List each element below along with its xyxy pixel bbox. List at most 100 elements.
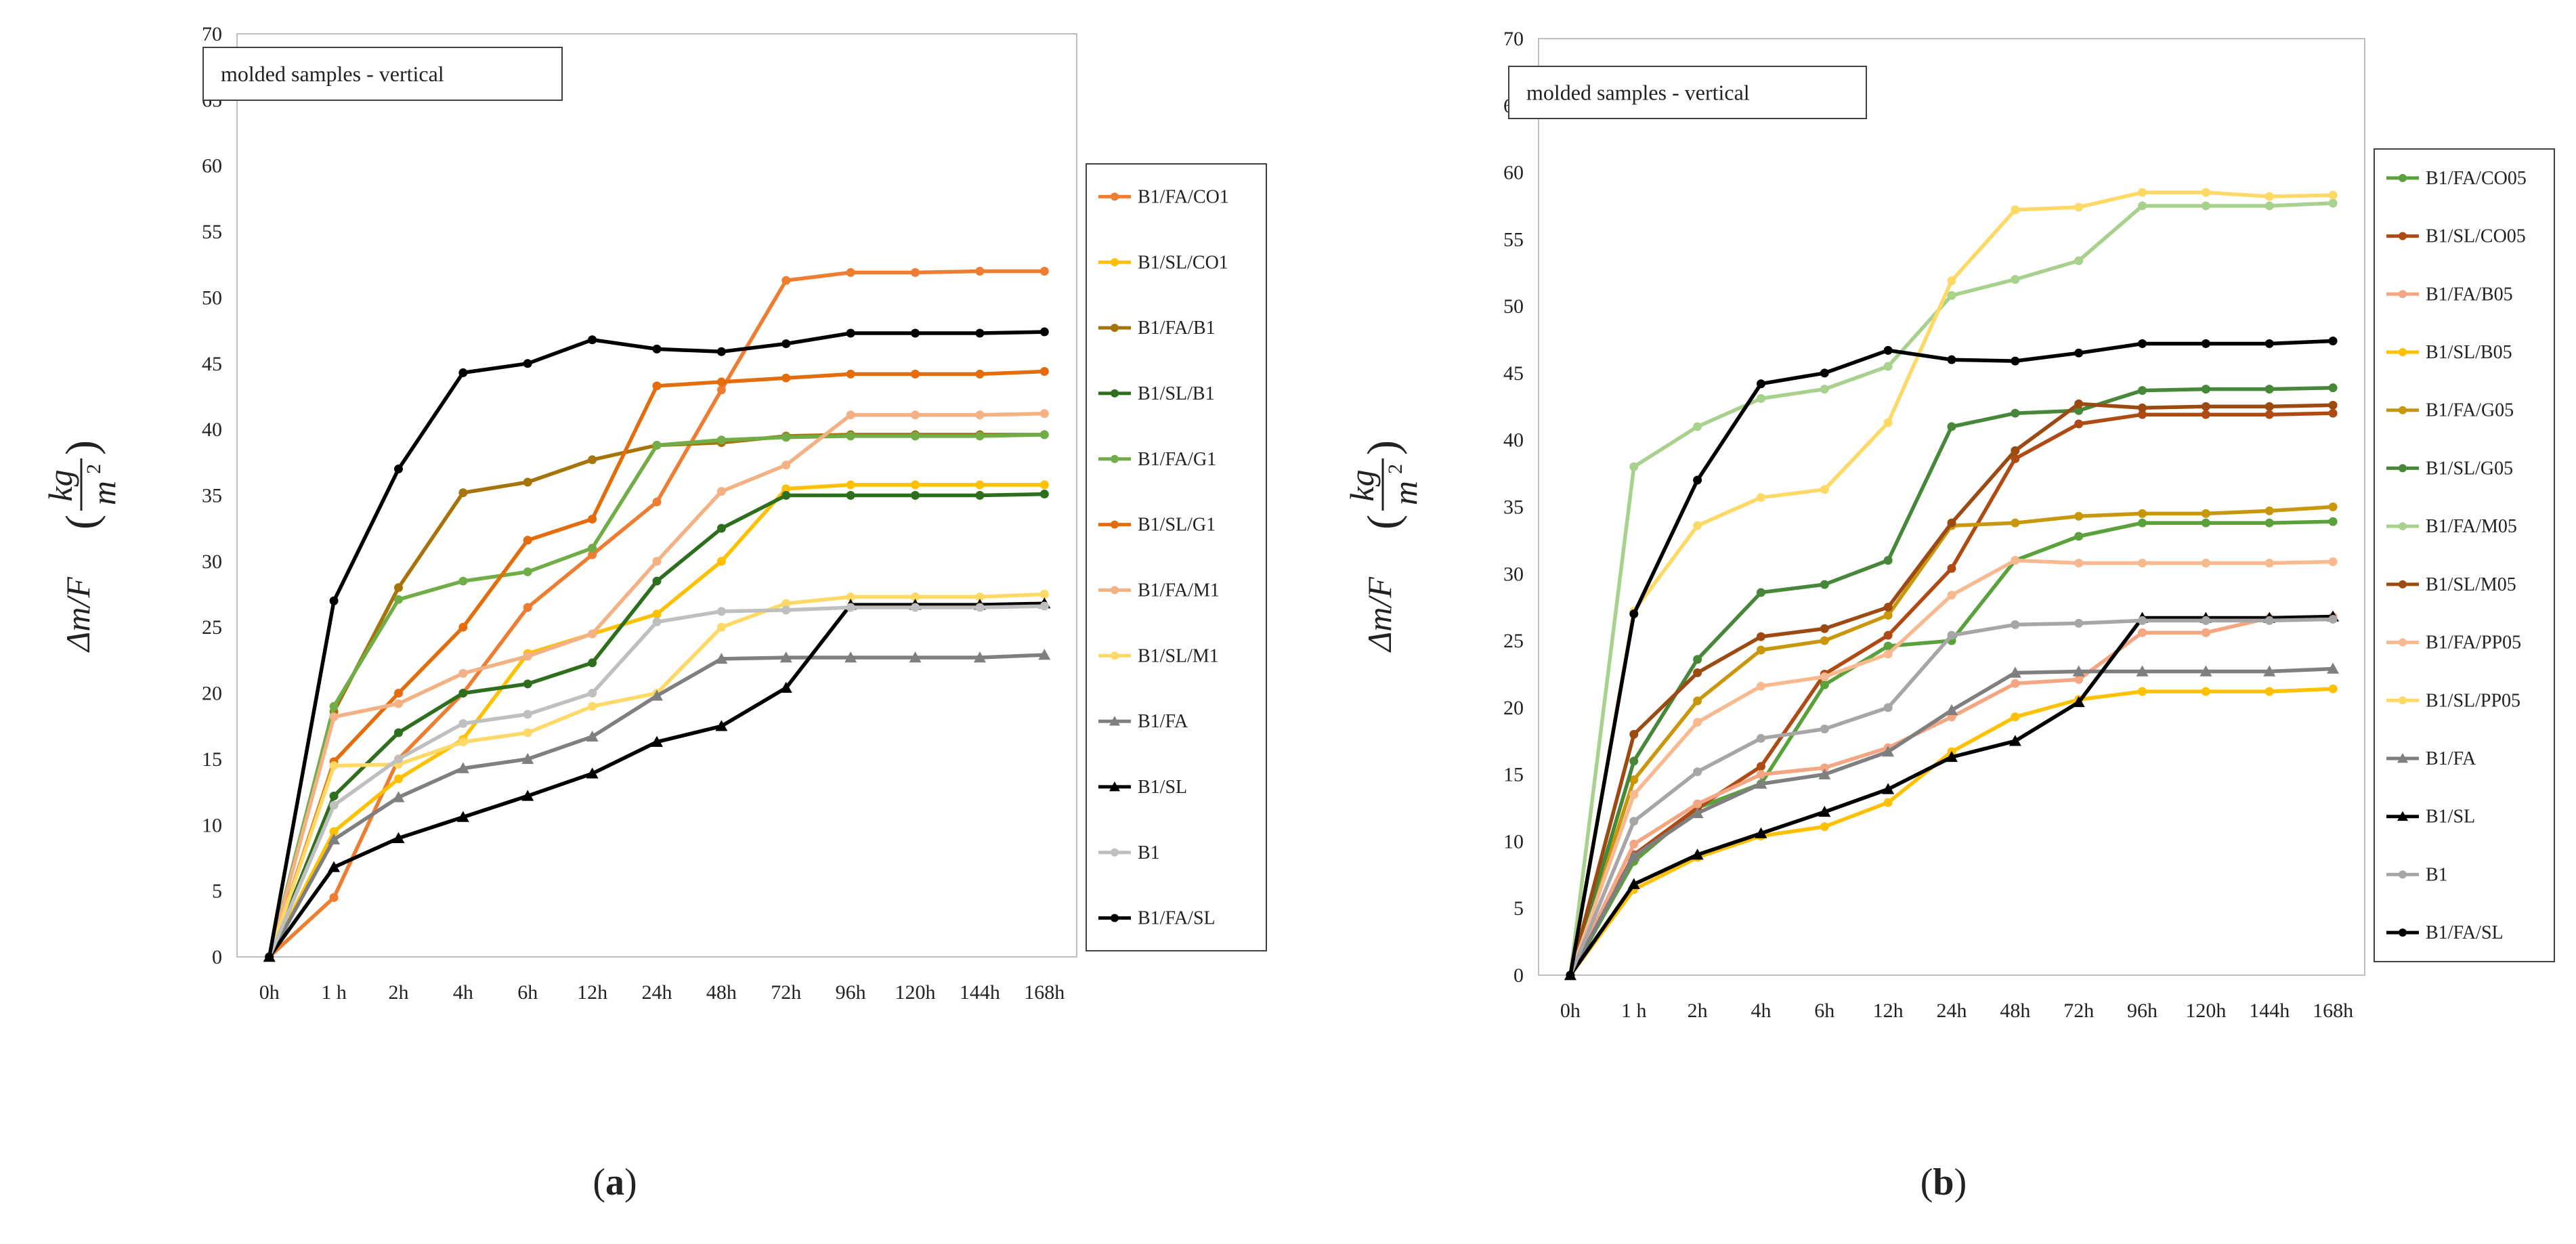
data-point: [2138, 410, 2147, 419]
data-point: [2201, 628, 2210, 637]
data-point: [329, 827, 339, 836]
data-point: [911, 491, 920, 500]
data-point: [911, 431, 920, 441]
legend-label: B1: [2426, 864, 2448, 885]
data-point: [1693, 718, 1702, 727]
data-point: [652, 617, 662, 626]
data-point: [2009, 666, 2021, 678]
data-point: [1883, 703, 1893, 712]
data-point: [329, 791, 339, 800]
legend-swatch-marker: [2399, 290, 2407, 299]
data-point: [844, 651, 857, 663]
data-point: [2011, 712, 2020, 722]
data-point: [458, 689, 468, 698]
legend-swatch-marker: [1111, 651, 1119, 660]
legend-swatch-marker: [2399, 928, 2407, 937]
data-point: [458, 737, 468, 747]
data-point: [1039, 590, 1049, 599]
series-line: [1568, 558, 2334, 976]
data-point: [2074, 406, 2084, 415]
legend-swatch-marker: [2399, 696, 2407, 705]
data-point: [1039, 266, 1049, 276]
data-point: [2328, 198, 2338, 208]
data-point: [909, 651, 922, 663]
legend-label: B1/FA/G05: [2426, 400, 2514, 421]
data-point: [1629, 609, 1639, 619]
legend-label: B1/SL/B05: [2426, 342, 2512, 363]
x-tick-label: 168h: [2313, 1000, 2353, 1022]
data-point: [2328, 337, 2338, 346]
data-point: [265, 952, 274, 962]
x-tick-label: 24h: [642, 981, 672, 1004]
data-point: [1693, 422, 1702, 431]
legend-item: B1/SL/G05: [2386, 458, 2513, 479]
x-tick-label: 2h: [1688, 1000, 1708, 1022]
legend-item: B1/FA/PP05: [2386, 632, 2521, 653]
annotation-text: molded samples - vertical: [1526, 81, 1750, 105]
series-b1-sl-m05: [1566, 399, 2338, 980]
data-point: [846, 603, 855, 612]
data-point: [1629, 729, 1639, 739]
data-point: [2201, 616, 2210, 625]
legend-item: B1/FA: [1098, 711, 1188, 732]
data-point: [1820, 724, 1829, 733]
annotation-text: molded samples - vertical: [221, 62, 444, 86]
data-point: [523, 679, 532, 689]
data-point: [458, 576, 468, 586]
legend-label: B1/FA: [1138, 711, 1188, 732]
data-point: [393, 699, 403, 708]
legend-item: B1/FA: [2386, 748, 2476, 769]
data-point: [2136, 665, 2149, 677]
panel-caption-letter: b: [1933, 1161, 1954, 1203]
data-point: [2072, 695, 2085, 708]
data-point: [846, 328, 855, 338]
legend-label: B1/SL/G05: [2426, 458, 2513, 479]
data-point: [2138, 518, 2147, 528]
legend-label: B1/FA/PP05: [2426, 632, 2521, 653]
data-point: [393, 595, 403, 604]
series-b1-sl-g1: [265, 366, 1049, 962]
legend-swatch-marker: [1111, 520, 1119, 529]
data-point: [652, 497, 662, 507]
series-line: [1568, 190, 2334, 976]
data-point: [2011, 446, 2020, 456]
data-point: [329, 712, 339, 722]
data-point: [1947, 422, 1956, 431]
legend-swatch-marker: [1111, 586, 1119, 595]
x-tick-label: 144h: [2249, 1000, 2290, 1022]
data-point: [329, 893, 339, 902]
legend-swatch-marker: [2399, 173, 2407, 182]
data-point: [1691, 807, 1704, 819]
data-point: [1883, 630, 1893, 640]
series-line: [1568, 505, 2334, 976]
legend-label: B1: [1138, 842, 1160, 863]
data-point: [2264, 558, 2274, 567]
y-axis-label-exponent: 2: [1384, 464, 1407, 474]
data-point: [458, 668, 468, 678]
data-point: [1756, 645, 1765, 655]
data-point: [911, 603, 920, 612]
x-tick-label: 48h: [706, 981, 737, 1004]
data-point: [2074, 511, 2084, 521]
legend-item: B1: [1098, 842, 1160, 863]
data-point: [2138, 403, 2147, 412]
x-tick-label: 12h: [1873, 1000, 1904, 1022]
data-point: [1755, 777, 1767, 789]
x-tick-label: 4h: [1751, 1000, 1771, 1022]
data-point: [2074, 419, 2084, 429]
data-point: [652, 576, 662, 586]
data-point: [1039, 430, 1049, 439]
series-b1: [265, 601, 1049, 962]
legend-label: B1/SL/M05: [2426, 574, 2516, 595]
legend-swatch-marker: [1111, 848, 1119, 857]
data-point: [975, 266, 985, 276]
legend-swatch-marker: [2397, 753, 2408, 763]
data-point: [2138, 201, 2147, 211]
y-tick-label: 70: [1503, 28, 1524, 50]
y-axis-label-paren-close: ): [57, 440, 106, 455]
data-point: [1039, 409, 1049, 419]
panel-caption: (b): [1920, 1161, 1967, 1203]
data-point: [2327, 662, 2340, 674]
data-point: [458, 718, 468, 728]
data-point: [588, 550, 597, 559]
